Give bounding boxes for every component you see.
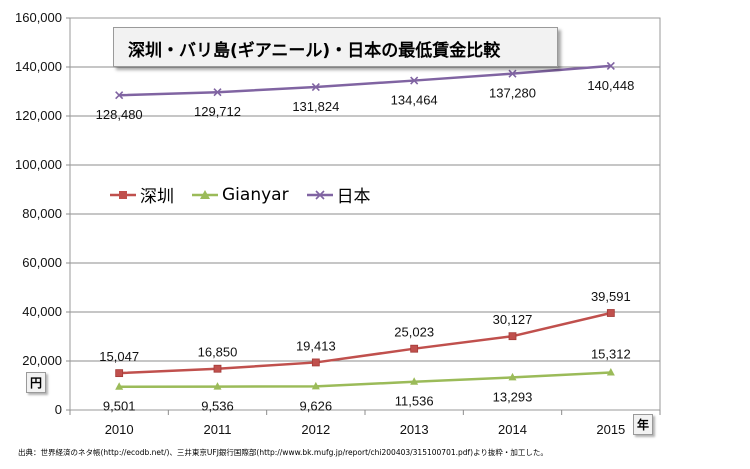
chart-title: 深圳・バリ島(ギアニール)・日本の最低賃金比較 xyxy=(113,27,558,67)
data-point xyxy=(213,364,222,373)
data-point xyxy=(606,61,615,70)
series-line-3 xyxy=(119,64,611,97)
x-tick-label: 2015 xyxy=(596,422,625,437)
data-labels: 15,047 16,850 19,413 25,023 30,127 39,591 9,50… xyxy=(96,78,635,414)
y-tick-label: 140,000 xyxy=(15,59,62,74)
y-tick-label: 80,000 xyxy=(22,206,62,221)
y-tick-label: 120,000 xyxy=(15,108,62,123)
data-label: 15,047 xyxy=(99,349,139,364)
data-point xyxy=(311,82,320,92)
y-axis-unit-label: 円 xyxy=(26,372,47,393)
data-point xyxy=(213,382,222,390)
y-tick-label: 40,000 xyxy=(22,304,62,319)
legend-item-japan: 日本 xyxy=(306,182,371,207)
data-point xyxy=(115,91,124,100)
data-label: 9,626 xyxy=(300,398,333,413)
x-tick-label: 2014 xyxy=(498,422,527,437)
data-point xyxy=(508,69,517,78)
data-label: 131,824 xyxy=(292,99,339,114)
legend-marker-shenzhen xyxy=(110,190,136,199)
gridlines xyxy=(70,17,660,362)
legend-marker-gianyar xyxy=(192,189,218,199)
y-tick-label: 20,000 xyxy=(22,353,62,368)
data-label: 11,536 xyxy=(395,394,434,409)
series-line-2 xyxy=(119,371,611,388)
data-label: 16,850 xyxy=(198,345,238,360)
data-point xyxy=(606,309,615,317)
data-label: 9,501 xyxy=(103,399,136,414)
legend-item-shenzhen: 深圳 xyxy=(110,182,174,207)
x-tick-label: 2013 xyxy=(400,422,429,437)
x-tick-label: 2012 xyxy=(301,422,330,437)
legend: 深圳 Gianyar 日本 xyxy=(110,182,371,207)
data-label: 128,480 xyxy=(96,107,143,122)
data-point xyxy=(115,382,124,390)
data-label: 140,448 xyxy=(587,78,634,93)
data-label: 25,023 xyxy=(394,325,434,340)
data-label: 137,280 xyxy=(489,86,536,101)
data-point xyxy=(410,377,419,385)
series-lines xyxy=(115,61,615,390)
y-tick-label: 0 xyxy=(55,402,62,417)
data-point xyxy=(115,369,124,378)
data-label: 30,127 xyxy=(493,312,533,327)
data-point xyxy=(508,372,517,381)
data-point xyxy=(311,381,320,390)
data-label: 9,536 xyxy=(201,399,234,414)
data-label: 129,712 xyxy=(194,104,241,119)
legend-item-gianyar: Gianyar xyxy=(192,182,289,207)
source-note: 出典：世界経済のネタ帳(http://ecodb.net/)、三井東京UFJ銀行… xyxy=(18,448,548,457)
y-tick-label: 160,000 xyxy=(15,10,62,25)
data-label: 19,413 xyxy=(296,338,336,353)
data-label: 13,293 xyxy=(493,389,533,404)
data-point xyxy=(508,332,517,341)
y-axis-ticks: 0 20,000 40,000 60,000 80,000 100,000 120,000 1… xyxy=(15,10,70,417)
legend-label-shenzhen: 深圳 xyxy=(140,187,174,207)
data-point xyxy=(606,367,615,376)
data-label: 39,591 xyxy=(591,289,631,304)
x-tick-label: 2011 xyxy=(204,422,232,437)
y-tick-label: 100,000 xyxy=(15,157,62,172)
data-label: 134,464 xyxy=(391,93,438,108)
x-axis-ticks: 2010 2011 2012 2013 2014 2015 xyxy=(69,410,661,437)
legend-label-japan: 日本 xyxy=(336,187,371,207)
data-point xyxy=(311,358,320,367)
data-point xyxy=(410,344,419,353)
series-line-1 xyxy=(119,311,612,375)
legend-label-gianyar: Gianyar xyxy=(222,184,289,205)
y-tick-label: 60,000 xyxy=(22,255,62,270)
data-point xyxy=(213,88,222,97)
legend-marker-japan xyxy=(306,189,333,200)
data-label: 15,312 xyxy=(591,346,631,361)
x-tick-label: 2010 xyxy=(105,422,134,437)
data-point xyxy=(410,76,419,85)
x-axis-unit-label: 年 xyxy=(633,414,654,435)
